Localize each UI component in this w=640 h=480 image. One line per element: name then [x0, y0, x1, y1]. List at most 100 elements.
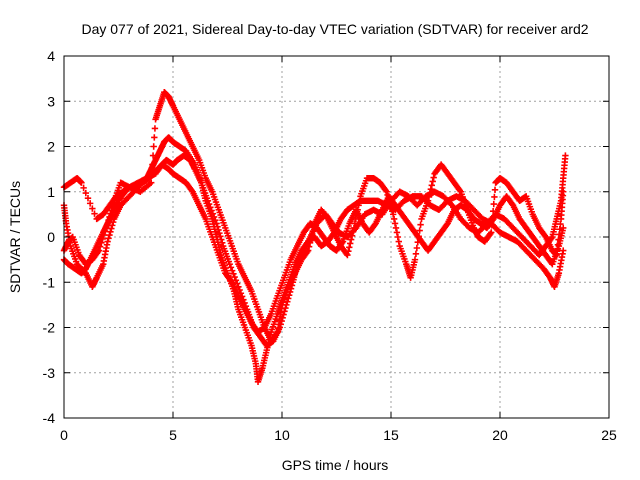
data-point: [105, 235, 112, 242]
data-point: [108, 225, 115, 232]
y-tick-label: -1: [43, 274, 56, 290]
x-tick-label: 0: [60, 427, 68, 443]
data-point: [151, 134, 158, 141]
data-point: [214, 223, 221, 230]
data-point: [350, 224, 358, 232]
y-tick-label: 2: [47, 139, 55, 155]
data-point: [304, 248, 311, 256]
data-point: [96, 243, 104, 250]
data-point: [150, 143, 157, 150]
data-point: [560, 247, 567, 254]
data-point: [148, 179, 155, 186]
data-point: [107, 210, 114, 217]
data-point: [309, 227, 317, 235]
x-tick-label: 25: [601, 427, 617, 443]
data-point: [78, 179, 85, 186]
data-point: [207, 204, 214, 211]
data-point: [109, 222, 116, 229]
data-point: [218, 236, 225, 243]
data-point: [383, 188, 390, 195]
x-axis-label: GPS time / hours: [282, 457, 389, 473]
data-point: [215, 226, 222, 234]
data-point: [307, 235, 315, 243]
chart-title: Day 077 of 2021, Sidereal Day-to-day VTE…: [81, 21, 588, 37]
data-point: [490, 200, 497, 208]
data-point: [424, 197, 432, 204]
data-point: [80, 184, 87, 192]
data-point: [487, 230, 494, 237]
data-point: [226, 260, 233, 268]
data-point: [427, 185, 435, 193]
data-point: [305, 243, 313, 250]
data-point: [217, 233, 224, 240]
data-point: [84, 195, 92, 202]
data-point: [388, 204, 395, 212]
data-point: [346, 244, 353, 251]
data-point: [508, 200, 516, 208]
data-point: [389, 207, 396, 215]
y-tick-label: 4: [47, 48, 55, 64]
data-point: [426, 189, 434, 197]
data-point: [213, 220, 220, 227]
data-point: [205, 200, 213, 208]
x-tick-label: 5: [169, 427, 177, 443]
data-point: [188, 187, 195, 194]
data-point: [227, 277, 235, 285]
data-point: [230, 270, 237, 278]
data-point: [491, 193, 498, 201]
series-track-d: [60, 161, 567, 336]
data-point: [212, 216, 219, 224]
data-point: [491, 186, 499, 194]
data-point: [104, 238, 111, 245]
data-point: [149, 161, 156, 168]
data-point: [344, 251, 351, 259]
data-point: [103, 224, 110, 231]
data-point: [323, 214, 331, 221]
data-point: [219, 239, 226, 247]
data-point: [104, 220, 111, 227]
data-markers: [60, 89, 569, 385]
y-tick-label: 0: [47, 229, 55, 245]
data-point: [382, 187, 389, 194]
data-point: [231, 273, 238, 281]
data-point: [347, 236, 355, 243]
data-point: [429, 178, 436, 185]
data-point: [425, 193, 433, 201]
data-point: [371, 221, 379, 228]
data-point: [98, 239, 105, 247]
data-point: [100, 231, 108, 239]
data-point: [82, 189, 89, 197]
data-point: [227, 264, 235, 271]
axis-ticks: 0 5 10 15 20 25 -4 -3 -2 -1 0 1 2 3 4: [43, 48, 617, 443]
data-point: [110, 218, 117, 226]
data-point: [345, 248, 352, 255]
data-point: [89, 205, 96, 212]
data-point: [149, 152, 157, 159]
y-axis-label: SDTVAR / TECUs: [7, 181, 23, 293]
data-point: [210, 213, 218, 221]
data-point: [562, 152, 569, 159]
data-point: [390, 215, 398, 223]
data-point: [348, 232, 356, 239]
data-point: [304, 247, 312, 254]
data-point: [489, 216, 496, 224]
data-point: [416, 227, 423, 234]
data-point: [91, 210, 98, 217]
data-point: [456, 187, 464, 194]
y-tick-label: -3: [43, 365, 56, 381]
data-point: [393, 229, 401, 236]
data-point: [216, 229, 223, 237]
data-point: [417, 221, 424, 228]
data-point: [560, 188, 567, 195]
data-point: [106, 213, 113, 221]
data-point: [389, 211, 397, 218]
data-point: [447, 200, 454, 208]
y-tick-label: -4: [43, 410, 56, 426]
data-point: [95, 247, 103, 254]
x-tick-label: 15: [383, 427, 399, 443]
y-tick-label: -2: [43, 320, 56, 336]
data-point: [394, 233, 402, 241]
data-point: [392, 224, 400, 232]
data-point: [560, 224, 567, 232]
